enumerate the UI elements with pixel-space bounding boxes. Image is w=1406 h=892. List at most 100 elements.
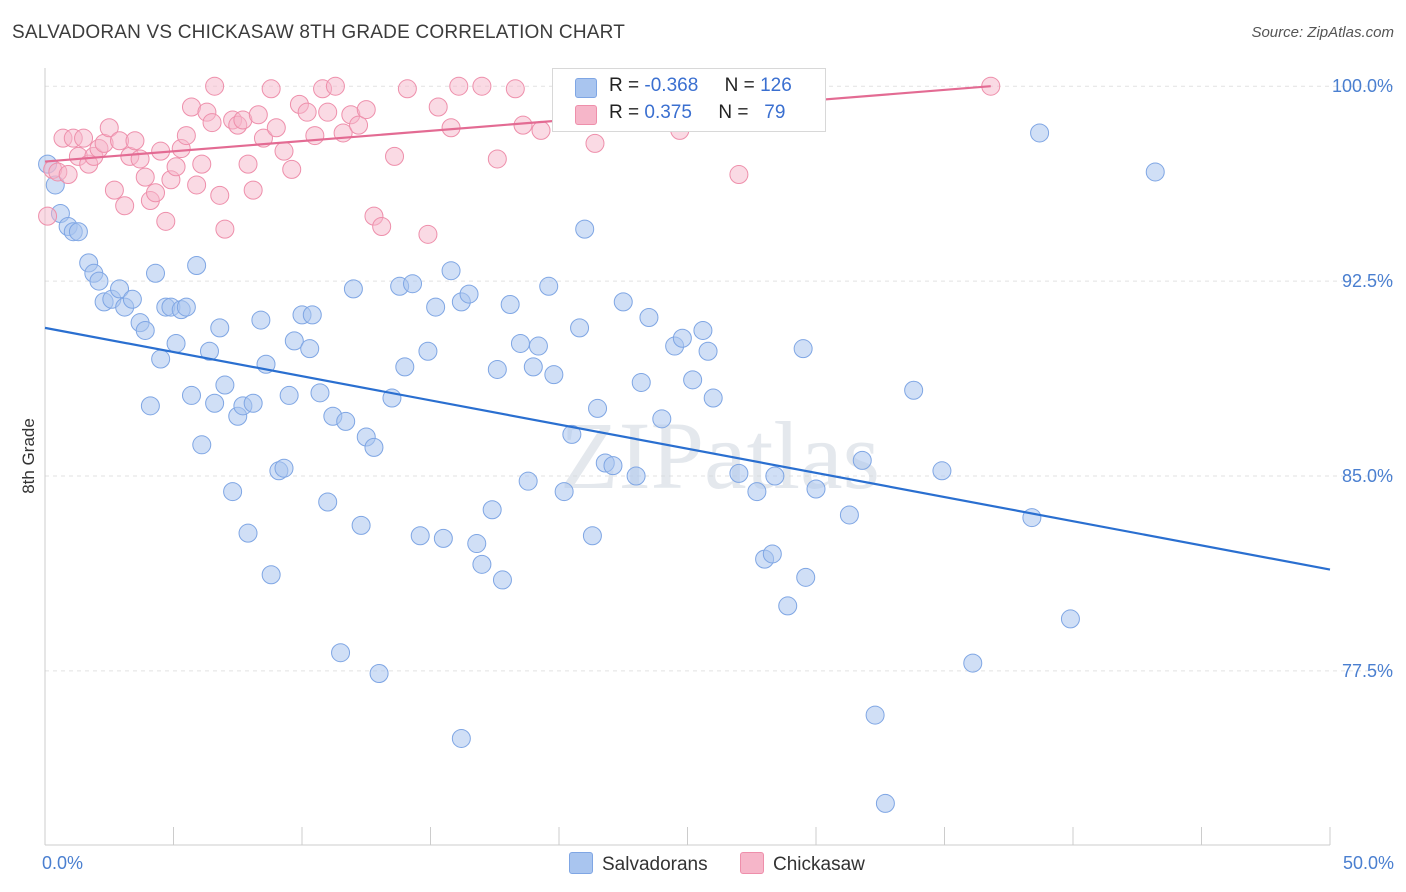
chickasaw-point <box>99 118 119 138</box>
salvadoran-point <box>839 505 859 525</box>
legend-n-label: N = <box>718 102 749 123</box>
chart-source: Source: ZipAtlas.com <box>1251 24 1394 41</box>
salvadoran-point <box>395 357 415 377</box>
legend-r-value: -0.368 <box>644 75 699 96</box>
salvadoran-point <box>626 466 646 486</box>
y-tick-label: 92.5% <box>1342 271 1393 291</box>
chickasaw-point <box>115 196 135 216</box>
chickasaw-point <box>38 206 58 226</box>
salvadorans-points <box>38 123 1165 813</box>
legend-label-chickasaw: Chickasaw <box>773 854 865 875</box>
legend-n-value: 79 <box>764 102 786 123</box>
legend-swatch-blue <box>569 852 593 874</box>
chickasaw-point <box>215 219 235 239</box>
legend-r-label: R = <box>609 102 640 123</box>
salvadoran-point <box>472 554 492 574</box>
salvadoran-point <box>433 528 453 548</box>
chickasaw-point <box>356 100 376 120</box>
chickasaw-point <box>192 154 212 174</box>
legend-swatch-blue <box>575 78 597 98</box>
salvadoran-point <box>187 255 207 275</box>
salvadoran-point <box>89 271 109 291</box>
chickasaw-point <box>585 133 605 153</box>
salvadoran-point <box>1030 123 1050 143</box>
chickasaw-point <box>74 128 94 148</box>
chickasaw-point <box>156 211 176 231</box>
chart-title: SALVADORAN VS CHICKASAW 8TH GRADE CORREL… <box>12 22 626 43</box>
chickasaw-point <box>325 76 345 96</box>
salvadoran-point <box>331 643 351 663</box>
salvadoran-point <box>369 663 389 683</box>
salvadoran-point <box>852 450 872 470</box>
salvadoran-point <box>364 437 384 457</box>
chickasaw-point <box>729 165 749 185</box>
bottom-legend-salvadorans[interactable]: Salvadorans <box>569 852 708 876</box>
legend-r-label: R = <box>609 75 640 96</box>
chickasaw-trend-line <box>44 85 991 163</box>
salvadoran-point <box>343 279 363 299</box>
salvadoran-point <box>146 263 166 283</box>
salvadoran-point <box>243 393 263 413</box>
chickasaw-point <box>428 97 448 117</box>
salvadoran-point <box>451 728 471 748</box>
chickasaw-point <box>282 159 302 179</box>
chickasaw-point <box>210 185 230 205</box>
salvadoran-point <box>192 435 212 455</box>
chickasaw-point <box>349 115 369 135</box>
salvadoran-point <box>603 456 623 476</box>
salvadoran-point <box>875 793 895 813</box>
salvadoran-point <box>544 365 564 385</box>
salvadoran-point <box>210 318 230 338</box>
chickasaw-point <box>202 113 222 133</box>
chickasaw-point <box>125 131 145 151</box>
salvadoran-point <box>865 705 885 725</box>
salvadoran-point <box>284 331 304 351</box>
salvadoran-point <box>166 333 186 353</box>
y-tick-label: 100.0% <box>1332 76 1393 96</box>
x-tick-label: 50.0% <box>1343 853 1394 873</box>
salvadoran-point <box>336 411 356 431</box>
chickasaw-point <box>238 154 258 174</box>
chickasaw-points <box>38 76 1001 244</box>
salvadoran-point <box>796 567 816 587</box>
salvadoran-point <box>703 388 723 408</box>
chickasaw-point <box>418 224 438 244</box>
y-axis-label: 8th Grade <box>19 418 38 494</box>
salvadoran-point <box>318 492 338 512</box>
chickasaw-point <box>248 105 268 125</box>
legend-n-label: N = <box>724 75 755 96</box>
salvadoran-point <box>631 372 651 392</box>
chickasaw-point <box>274 141 294 161</box>
chickasaw-point <box>318 102 338 122</box>
y-tick-label: 77.5% <box>1342 661 1393 681</box>
salvadoran-point <box>806 479 826 499</box>
chickasaw-point <box>449 76 469 96</box>
legend-r-value: 0.375 <box>644 102 692 123</box>
salvadoran-point <box>683 370 703 390</box>
bottom-legend-chickasaw[interactable]: Chickasaw <box>740 852 865 876</box>
chickasaw-point <box>505 79 525 99</box>
salvadoran-point <box>652 409 672 429</box>
salvadoran-point <box>151 349 171 369</box>
chickasaw-point <box>397 79 417 99</box>
salvadoran-point <box>110 279 130 299</box>
salvadoran-point <box>582 526 602 546</box>
salvadoran-point <box>482 500 502 520</box>
salvadoran-point <box>300 339 320 359</box>
salvadoran-point <box>963 653 983 673</box>
salvadoran-point <box>310 383 330 403</box>
salvadoran-point <box>251 310 271 330</box>
salvadoran-point <box>487 359 507 379</box>
legend-label-salvadorans: Salvadorans <box>602 854 708 875</box>
chickasaw-point <box>531 120 551 140</box>
chickasaw-point <box>243 180 263 200</box>
chickasaw-point <box>176 126 196 146</box>
salvadoran-point <box>528 336 548 356</box>
salvadoran-point <box>140 396 160 416</box>
legend-swatch-pink <box>740 852 764 874</box>
chickasaw-point <box>266 118 286 138</box>
salvadoran-point <box>523 357 543 377</box>
salvadoran-point <box>762 544 782 564</box>
salvadoran-point <box>176 297 196 317</box>
